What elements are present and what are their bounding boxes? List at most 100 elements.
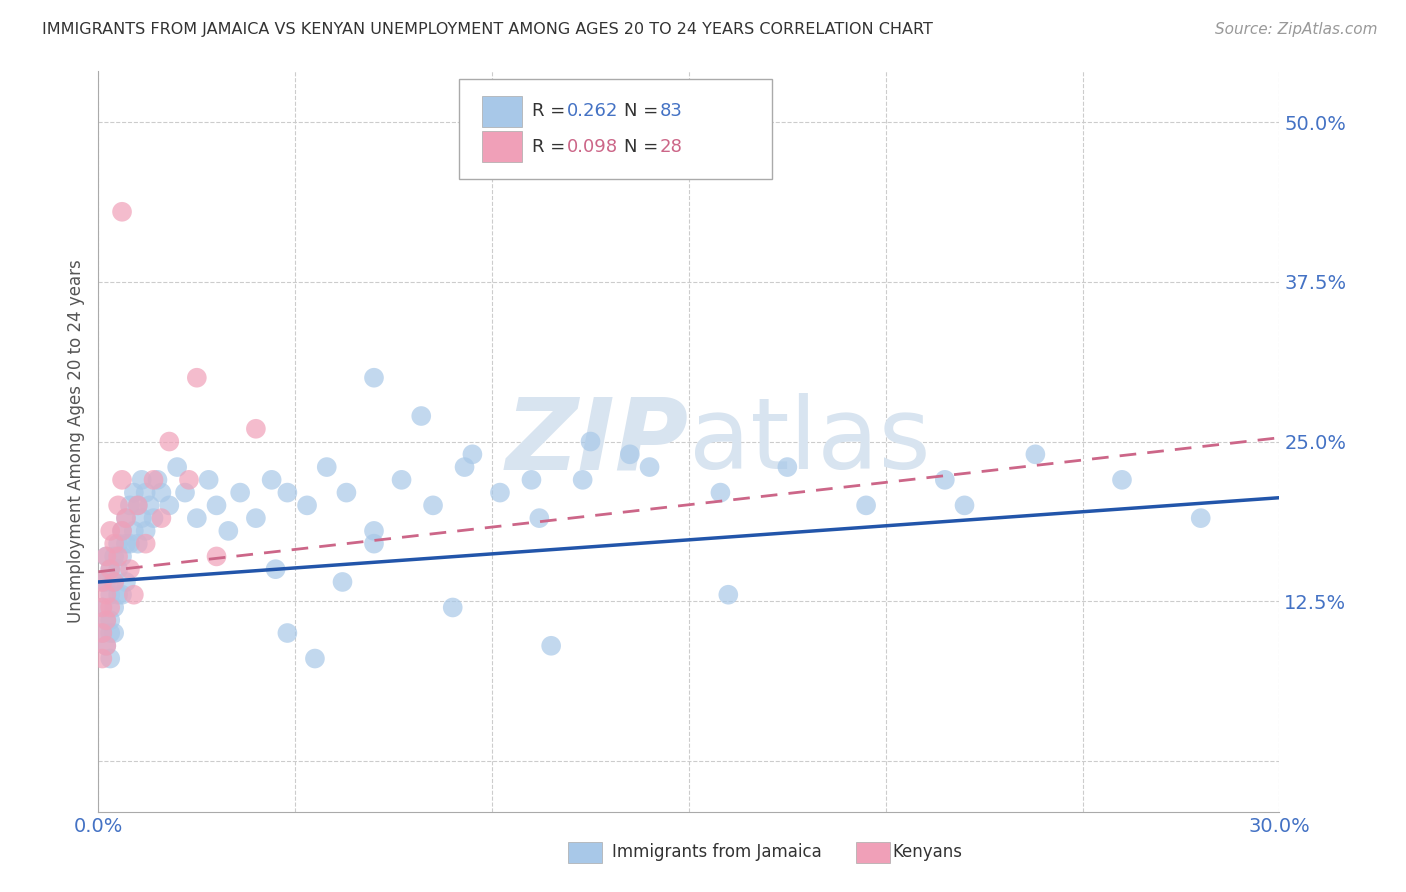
Point [115,574,138,589]
Point [96,574,118,589]
Point [571,473,593,487]
Point [391,473,413,487]
FancyBboxPatch shape [482,131,523,162]
Y-axis label: Unemployment Among Ages 20 to 24 years: Unemployment Among Ages 20 to 24 years [66,260,84,624]
Point [142,473,165,487]
Point [98,600,121,615]
Point [91,600,114,615]
Point [315,460,337,475]
Point [98,651,121,665]
Point [150,511,173,525]
Point [157,499,180,513]
Point [131,511,153,525]
Point [107,588,129,602]
Text: N =: N = [624,103,664,120]
Point [934,473,956,487]
Point [118,536,141,550]
Point [111,549,134,564]
Point [776,460,799,475]
Point [520,473,543,487]
Point [91,600,114,615]
Point [174,485,197,500]
Point [363,370,385,384]
Point [489,485,512,500]
Point [103,600,125,615]
Point [115,511,138,525]
Point [98,613,121,627]
Point [142,511,165,525]
Point [103,549,125,564]
Point [304,651,326,665]
Text: IMMIGRANTS FROM JAMAICA VS KENYAN UNEMPLOYMENT AMONG AGES 20 TO 24 YEARS CORRELA: IMMIGRANTS FROM JAMAICA VS KENYAN UNEMPL… [42,22,934,37]
Text: R =: R = [531,103,571,120]
Point [91,574,114,589]
Text: R =: R = [531,138,571,156]
Point [363,536,385,550]
Point [122,524,145,538]
Text: Source: ZipAtlas.com: Source: ZipAtlas.com [1215,22,1378,37]
Point [122,485,145,500]
Point [127,499,149,513]
Point [103,626,125,640]
Point [264,562,287,576]
Point [107,562,129,576]
Point [127,499,149,513]
Point [91,651,114,665]
Point [98,524,121,538]
Point [122,588,145,602]
FancyBboxPatch shape [458,78,772,178]
Point [363,524,385,538]
Point [422,499,444,513]
Point [96,588,118,602]
Point [1189,511,1212,525]
Point [295,499,318,513]
Point [111,473,134,487]
Point [276,626,298,640]
Point [135,485,157,500]
Point [103,574,125,589]
Text: ZIP: ZIP [506,393,689,490]
Point [709,485,731,500]
Point [441,600,464,615]
Point [540,639,562,653]
Text: N =: N = [624,138,664,156]
Point [186,511,208,525]
Point [98,588,121,602]
Text: 0.262: 0.262 [567,103,619,120]
Point [245,511,267,525]
Point [205,499,228,513]
Point [855,499,877,513]
Point [260,473,283,487]
Point [103,536,125,550]
Point [135,524,157,538]
Text: 28: 28 [659,138,682,156]
Point [638,460,661,475]
Point [529,511,551,525]
FancyBboxPatch shape [482,95,523,127]
Point [115,511,138,525]
Point [461,447,484,461]
Point [98,562,121,576]
Point [177,473,200,487]
Point [619,447,641,461]
Point [186,370,208,384]
Point [118,499,141,513]
Point [217,524,239,538]
Point [96,639,118,653]
Point [146,473,169,487]
Point [717,588,740,602]
Point [96,613,118,627]
Point [111,524,134,538]
Point [197,473,219,487]
Text: atlas: atlas [689,393,931,490]
Point [131,473,153,487]
Point [205,549,228,564]
Point [115,536,138,550]
Point [96,549,118,564]
Text: 83: 83 [659,103,682,120]
Point [98,626,121,640]
Point [150,485,173,500]
Point [107,549,129,564]
Point [107,499,129,513]
Point [107,536,129,550]
